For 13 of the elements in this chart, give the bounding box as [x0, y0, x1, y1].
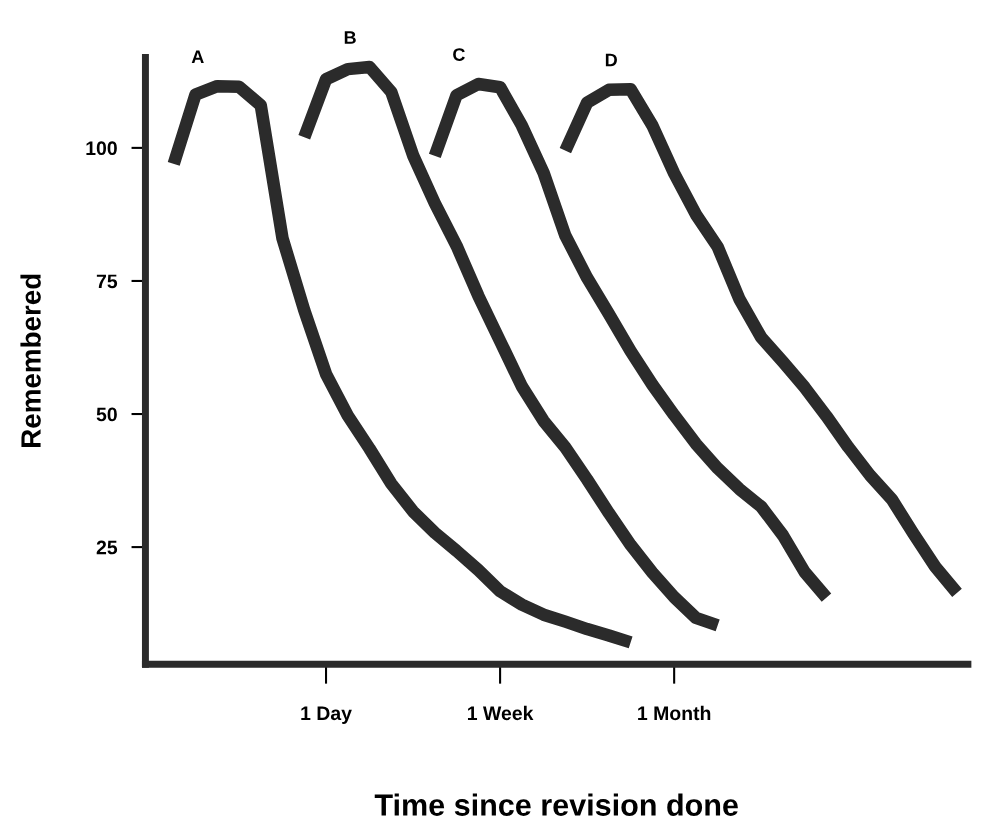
series-label: A [191, 50, 204, 63]
x-tick-label: 1 Week [467, 705, 534, 721]
series-label: C [453, 48, 465, 61]
y-tick-label: 50 [96, 407, 117, 422]
y-axis-title: Remembered [20, 274, 41, 447]
y-tick-label: 75 [96, 274, 118, 289]
x-axis-title: Time since revision done [374, 793, 738, 816]
series-label: B [344, 31, 356, 44]
series-label: D [605, 53, 617, 67]
y-tick-label: 25 [96, 540, 118, 555]
x-tick-label: 1 Day [301, 706, 352, 724]
y-tick-label: 100 [86, 141, 117, 156]
x-tick-label: 1 Month [638, 705, 711, 721]
